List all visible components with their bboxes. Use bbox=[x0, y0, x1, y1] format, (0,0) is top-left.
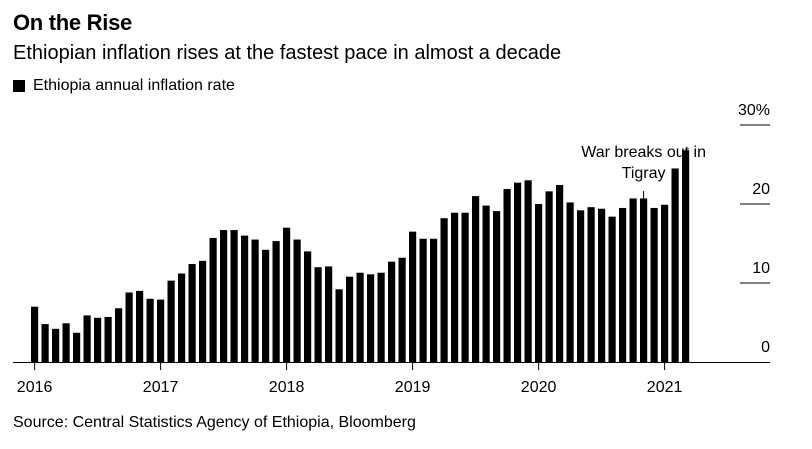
bar bbox=[304, 251, 312, 362]
y-tick-label: 10 bbox=[752, 260, 770, 277]
bar bbox=[157, 299, 165, 362]
source-note: Source: Central Statistics Agency of Eth… bbox=[13, 414, 416, 431]
annotation-text: Tigray bbox=[622, 165, 666, 182]
bar bbox=[577, 210, 585, 362]
chart-subtitle: Ethiopian inflation rises at the fastest… bbox=[13, 42, 562, 64]
annotation-text: War breaks out in bbox=[581, 144, 706, 161]
bar bbox=[430, 238, 438, 362]
bar bbox=[115, 308, 123, 362]
annotation: War breaks out in Tigray bbox=[581, 144, 706, 200]
bar bbox=[62, 323, 70, 362]
bars bbox=[31, 150, 690, 362]
x-tick-label: 2018 bbox=[269, 379, 305, 396]
grid-lines bbox=[740, 124, 770, 284]
chart-title: On the Rise bbox=[13, 10, 132, 35]
bar bbox=[283, 227, 291, 362]
bar bbox=[325, 266, 333, 362]
bar bbox=[241, 235, 249, 362]
bar bbox=[514, 182, 522, 362]
bar bbox=[251, 239, 259, 362]
bar bbox=[220, 230, 228, 362]
y-tick-label: 0 bbox=[761, 339, 770, 356]
bar bbox=[83, 315, 91, 362]
bar bbox=[629, 198, 637, 362]
legend: Ethiopia annual inflation rate bbox=[13, 77, 235, 95]
bar bbox=[356, 272, 364, 362]
bar bbox=[41, 324, 49, 362]
bar bbox=[314, 267, 322, 362]
x-tick-label: 2017 bbox=[143, 379, 179, 396]
bar bbox=[398, 257, 406, 362]
bar bbox=[367, 274, 375, 362]
bar bbox=[293, 239, 301, 362]
bar bbox=[73, 332, 81, 362]
bar bbox=[335, 289, 343, 362]
bar bbox=[608, 216, 616, 362]
bar bbox=[104, 316, 112, 362]
bar bbox=[619, 207, 627, 362]
bar bbox=[503, 188, 511, 362]
bar bbox=[94, 317, 102, 362]
bar bbox=[199, 260, 207, 362]
bar bbox=[472, 196, 480, 362]
bar bbox=[209, 237, 217, 362]
bar bbox=[482, 205, 490, 362]
bar bbox=[440, 218, 448, 362]
bar bbox=[31, 306, 39, 362]
legend-label: Ethiopia annual inflation rate bbox=[33, 77, 235, 94]
bar bbox=[230, 230, 238, 362]
bar bbox=[650, 207, 658, 362]
bar bbox=[587, 207, 595, 362]
bar bbox=[535, 204, 543, 362]
bar bbox=[272, 241, 280, 362]
y-tick-label: 20 bbox=[752, 181, 770, 198]
bar bbox=[598, 208, 606, 362]
bar bbox=[377, 272, 385, 362]
legend-swatch bbox=[13, 80, 25, 92]
bar bbox=[419, 238, 427, 362]
bar bbox=[566, 202, 574, 362]
bar bbox=[262, 249, 270, 362]
x-axis: 2016 2017 2018 2019 2020 2021 bbox=[13, 362, 770, 396]
bar bbox=[409, 231, 417, 362]
bar bbox=[136, 290, 144, 362]
x-tick-label: 2021 bbox=[647, 379, 683, 396]
y-axis-labels: 0 10 20 30% bbox=[738, 102, 770, 356]
bar bbox=[461, 212, 469, 362]
bar bbox=[524, 180, 532, 362]
bar bbox=[388, 261, 396, 362]
bar bbox=[556, 185, 564, 362]
bar bbox=[640, 198, 648, 362]
bar bbox=[167, 280, 175, 362]
y-tick-label: 30% bbox=[738, 102, 770, 119]
bar bbox=[178, 273, 186, 362]
x-tick-label: 2019 bbox=[395, 379, 431, 396]
bar bbox=[125, 292, 133, 362]
bar bbox=[545, 191, 553, 362]
bar bbox=[346, 276, 354, 362]
bar bbox=[661, 204, 669, 362]
bar bbox=[493, 211, 501, 362]
bar bbox=[52, 328, 60, 362]
bar bbox=[671, 168, 679, 362]
x-tick-label: 2020 bbox=[521, 379, 557, 396]
x-tick-label: 2016 bbox=[17, 379, 53, 396]
bar bbox=[146, 298, 154, 362]
bar bbox=[682, 150, 690, 362]
bar bbox=[188, 264, 196, 362]
bar bbox=[451, 212, 459, 362]
